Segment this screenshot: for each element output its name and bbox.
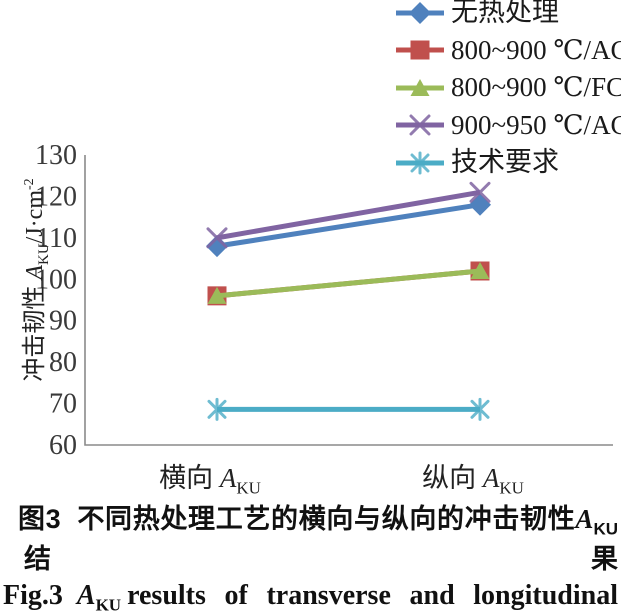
y-tick-label: 90 <box>49 306 77 337</box>
series-line-0 <box>216 202 481 249</box>
legend-marker-diamond-icon <box>396 1 444 24</box>
asterisk-stroke <box>207 399 227 419</box>
asterisk-stroke <box>470 399 490 419</box>
caption-zh-suffix: 结果 <box>24 544 618 575</box>
series-line-3 <box>216 189 481 241</box>
aku-symbol: A <box>575 504 594 534</box>
aku-symbol: A <box>482 463 500 493</box>
y-axis-title-text: 冲击韧性 <box>22 279 48 382</box>
y-tick-label: 120 <box>35 181 77 212</box>
marker-diamond-0-1 <box>469 193 491 216</box>
legend-item-3: 900~950 ℃/AC <box>394 107 621 145</box>
legend-label: 800~900 ℃/FC <box>451 72 621 103</box>
impact-toughness-chart: 130 120 110 100 90 80 70 60 <box>35 140 613 461</box>
y-tick-label: 80 <box>49 347 77 378</box>
series-line-2 <box>216 268 481 299</box>
aku-subscript: KU <box>236 478 261 498</box>
x-tick-text: 纵向 <box>422 463 483 493</box>
marker-diamond-0-0 <box>206 235 228 258</box>
caption-en-text: results of transverse and longitudinal i… <box>127 579 618 611</box>
aku-subscript: KU <box>35 243 52 265</box>
aku-symbol: A <box>219 463 237 493</box>
x-tick-label-longitudinal: 纵向 AKU <box>363 456 583 498</box>
x-tick-text: 横向 <box>159 463 220 493</box>
legend-item-2: 800~900 ℃/FC <box>394 69 621 107</box>
y-tick-label: 60 <box>49 430 77 461</box>
x-tick-label-transverse: 横向 AKU <box>100 456 320 498</box>
y-tick-label: 100 <box>35 264 77 295</box>
marker-asterisk-4-1 <box>470 397 490 421</box>
marker-square <box>410 40 430 60</box>
y-axis-title: 冲击韧性 AKU/J·cm-2 <box>14 158 52 402</box>
marker-x-3-1 <box>469 181 491 203</box>
legend-label: 900~950 ℃/AC <box>451 109 621 140</box>
marker-diamond <box>409 1 431 24</box>
marker-triangle-2-0 <box>207 286 227 304</box>
caption-line-en-1: Fig.3 AKU results of transverse and longit… <box>3 578 618 612</box>
legend-marker-square-icon <box>396 40 444 60</box>
y-axis-unit-exponent: -2 <box>22 178 37 190</box>
y-tick-label: 130 <box>35 140 77 171</box>
aku-symbol: A <box>76 579 96 611</box>
marker-asterisk <box>410 151 430 175</box>
legend-item-0: 无热处理 <box>394 0 621 32</box>
aku-subscript: KU <box>593 519 618 539</box>
legend-label: 无热处理 <box>451 0 559 28</box>
marker-triangle <box>410 78 430 96</box>
y-tick-label: 70 <box>49 389 77 420</box>
figure-number-en: Fig.3 <box>3 579 63 611</box>
caption-zh-text: 不同热处理工艺的横向与纵向的冲击韧性 <box>76 504 576 534</box>
akú-symbol: A <box>22 265 48 280</box>
y-tick-label: 110 <box>36 223 77 254</box>
aku-subscript: KU <box>499 478 524 498</box>
chart-plot-region: 130 120 110 100 90 80 70 60 冲击韧性 AKU/J·cm-2 横向 … <box>14 0 621 498</box>
chart-legend: 无热处理 800~900 ℃/AC 800~900 ℃/FC 900~950 ℃… <box>394 0 621 182</box>
legend-marker-triangle-icon <box>396 78 444 96</box>
legend-item-4: 技术要求 <box>394 144 621 182</box>
y-axis-unit: /J·cm <box>22 190 48 244</box>
x-stroke <box>469 181 491 203</box>
x-stroke <box>409 114 431 136</box>
legend-label: 800~900 ℃/AC <box>451 34 621 65</box>
figure-number-zh: 图3 <box>18 504 61 534</box>
asterisk-stroke <box>410 153 430 173</box>
chart-axes <box>84 155 613 446</box>
marker-triangle-2-1 <box>470 262 490 279</box>
caption-line-zh: 图3 不同热处理工艺的横向与纵向的冲击韧性AKU 结果 <box>3 501 618 578</box>
marker-asterisk-4-0 <box>207 397 227 421</box>
legend-marker-x-icon <box>396 114 444 136</box>
legend-label: 技术要求 <box>451 147 559 178</box>
figure-caption: 图3 不同热处理工艺的横向与纵向的冲击韧性AKU结果 Fig.3 AKU result… <box>0 501 621 612</box>
x-stroke <box>206 227 228 249</box>
marker-x-3-0 <box>206 227 228 249</box>
aku-subscript: KU <box>95 595 122 612</box>
legend-item-1: 800~900 ℃/AC <box>394 32 621 70</box>
marker-x <box>409 114 431 136</box>
legend-marker-asterisk-icon <box>396 151 444 175</box>
